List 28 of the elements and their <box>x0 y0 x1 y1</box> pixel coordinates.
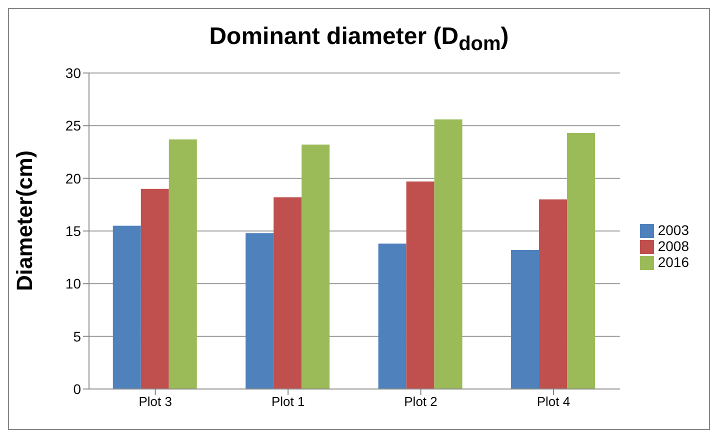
x-tick-label: Plot 2 <box>404 394 438 410</box>
legend-label: 2016 <box>658 254 689 270</box>
y-tick-label: 10 <box>65 276 82 292</box>
y-tick-label: 20 <box>65 170 82 186</box>
bar <box>378 244 406 389</box>
x-tick-label: Plot 3 <box>138 394 172 410</box>
bar <box>140 188 169 389</box>
legend-label: 2003 <box>658 222 689 238</box>
bar <box>246 233 274 389</box>
bar <box>168 139 197 389</box>
bar <box>539 199 568 389</box>
bar <box>567 133 596 389</box>
bar <box>406 181 434 389</box>
x-tick-label: Plot 1 <box>271 394 305 410</box>
bar <box>302 144 330 389</box>
bar <box>112 226 141 389</box>
legend-label: 2008 <box>658 238 689 254</box>
chart-title: Dominant diameter (D$_{dom}$) <box>208 22 510 57</box>
y-axis-title: Diameter(cm) <box>12 150 37 291</box>
y-tick-label: 0 <box>73 380 82 397</box>
x-tick-label: Plot 4 <box>536 394 570 410</box>
bar <box>434 119 462 389</box>
y-tick-label: 5 <box>73 328 82 344</box>
bar <box>511 250 540 389</box>
y-tick-label: 15 <box>65 222 82 239</box>
y-tick-label: 30 <box>65 64 82 81</box>
bar <box>274 197 302 389</box>
y-tick-label: 25 <box>65 118 82 134</box>
